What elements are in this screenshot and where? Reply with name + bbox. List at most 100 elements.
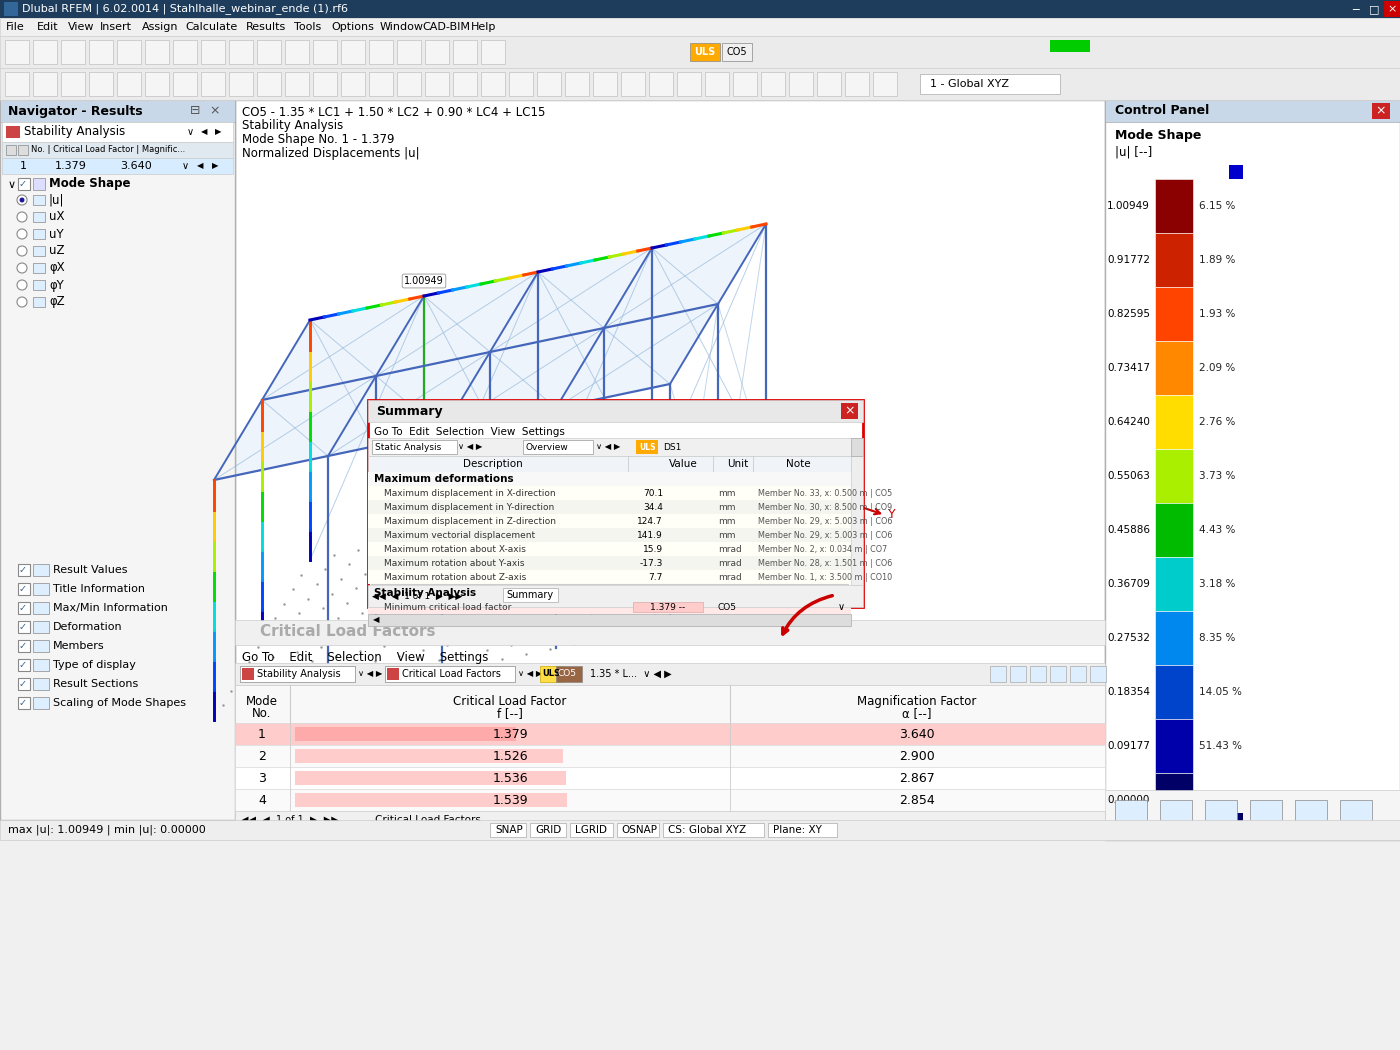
Bar bbox=[664, 823, 764, 837]
Text: Note: Note bbox=[785, 459, 811, 469]
Bar bbox=[1155, 773, 1193, 827]
Text: 1.379: 1.379 bbox=[493, 728, 528, 740]
Text: Stability Analysis: Stability Analysis bbox=[258, 669, 340, 679]
Text: LGRID: LGRID bbox=[575, 825, 608, 835]
Text: mrad: mrad bbox=[718, 559, 742, 567]
Text: 15.9: 15.9 bbox=[643, 545, 664, 553]
Bar bbox=[34, 262, 45, 273]
Bar bbox=[370, 72, 393, 96]
Text: File: File bbox=[6, 22, 25, 32]
Text: Go To  Edit  Selection  View  Settings: Go To Edit Selection View Settings bbox=[374, 427, 564, 437]
Bar bbox=[1155, 395, 1193, 449]
Text: 3.640: 3.640 bbox=[899, 728, 935, 740]
Bar bbox=[650, 72, 673, 96]
Text: -17.3: -17.3 bbox=[640, 559, 664, 567]
Text: ∨: ∨ bbox=[182, 161, 189, 171]
Text: Unit: Unit bbox=[728, 459, 749, 469]
Text: 1.539: 1.539 bbox=[493, 794, 528, 806]
Text: 1.35 * L...  ∨ ◀ ▶: 1.35 * L... ∨ ◀ ▶ bbox=[589, 669, 672, 679]
Bar bbox=[1155, 449, 1193, 503]
Circle shape bbox=[20, 197, 25, 203]
Bar bbox=[385, 666, 515, 683]
Bar bbox=[368, 542, 851, 557]
Bar bbox=[235, 663, 1105, 685]
Bar bbox=[990, 666, 1007, 683]
Circle shape bbox=[17, 246, 27, 256]
Text: ◀: ◀ bbox=[197, 162, 203, 170]
Text: Critical Load Factors: Critical Load Factors bbox=[260, 625, 435, 639]
Polygon shape bbox=[262, 296, 424, 400]
Bar bbox=[18, 602, 29, 614]
Text: 1.526: 1.526 bbox=[493, 750, 528, 762]
Text: 7.7: 7.7 bbox=[648, 572, 664, 582]
Bar bbox=[34, 297, 45, 307]
Bar bbox=[342, 40, 365, 64]
Text: Dlubal RFEM | 6.02.0014 | Stahlhalle_webinar_ende (1).rf6: Dlubal RFEM | 6.02.0014 | Stahlhalle_web… bbox=[22, 3, 349, 15]
Text: No. | Critical Load Factor | Magnific...: No. | Critical Load Factor | Magnific... bbox=[31, 146, 185, 154]
Text: ✓: ✓ bbox=[20, 622, 27, 632]
Text: uZ: uZ bbox=[49, 245, 64, 257]
Bar bbox=[18, 145, 28, 155]
Text: Member No. 29, x: 5.003 m | CO6: Member No. 29, x: 5.003 m | CO6 bbox=[757, 517, 892, 525]
Bar bbox=[0, 100, 235, 820]
Text: 70.1: 70.1 bbox=[643, 488, 664, 498]
Bar bbox=[18, 678, 29, 690]
Text: Deformation: Deformation bbox=[53, 622, 123, 632]
Text: 1.89 %: 1.89 % bbox=[1198, 255, 1235, 265]
Text: Normalized Displacements |u|: Normalized Displacements |u| bbox=[242, 147, 420, 161]
Bar bbox=[6, 126, 20, 138]
Bar bbox=[1091, 666, 1106, 683]
Bar bbox=[146, 40, 169, 64]
Bar bbox=[34, 640, 49, 652]
Text: Maximum displacement in X-direction: Maximum displacement in X-direction bbox=[384, 488, 556, 498]
Text: 2.854: 2.854 bbox=[899, 794, 935, 806]
Text: Stability Analysis: Stability Analysis bbox=[24, 126, 125, 139]
Text: Member No. 1, x: 3.500 m | CO10: Member No. 1, x: 3.500 m | CO10 bbox=[757, 572, 892, 582]
Text: 1.93 %: 1.93 % bbox=[1198, 309, 1235, 319]
Bar bbox=[851, 456, 862, 585]
Bar bbox=[398, 40, 421, 64]
Bar bbox=[368, 472, 851, 486]
Bar bbox=[368, 556, 851, 570]
Text: mm: mm bbox=[718, 488, 735, 498]
Text: Window: Window bbox=[379, 22, 424, 32]
Text: CS: Global XYZ: CS: Global XYZ bbox=[668, 825, 746, 835]
Bar bbox=[454, 72, 477, 96]
Bar bbox=[531, 823, 566, 837]
Bar bbox=[34, 212, 45, 222]
Text: Value: Value bbox=[669, 459, 697, 469]
Text: Help: Help bbox=[470, 22, 497, 32]
Bar bbox=[18, 564, 29, 576]
Text: Maximum rotation about Y-axis: Maximum rotation about Y-axis bbox=[384, 559, 525, 567]
Text: ULS: ULS bbox=[694, 47, 715, 57]
Bar bbox=[0, 68, 1400, 100]
Bar bbox=[18, 697, 29, 709]
Bar bbox=[1340, 800, 1372, 828]
Bar bbox=[18, 583, 29, 595]
Bar bbox=[1295, 800, 1327, 828]
Text: Stability Analysis: Stability Analysis bbox=[242, 120, 343, 132]
Text: ✓: ✓ bbox=[20, 584, 27, 594]
Bar bbox=[62, 40, 85, 64]
Text: CAD-BIM: CAD-BIM bbox=[423, 22, 470, 32]
Bar bbox=[1105, 790, 1400, 840]
Text: 0.82595: 0.82595 bbox=[1107, 309, 1149, 319]
Text: Result Values: Result Values bbox=[53, 565, 127, 575]
Text: Overview: Overview bbox=[526, 442, 568, 452]
Text: 2.76 %: 2.76 % bbox=[1198, 417, 1235, 427]
Text: Magnification Factor: Magnification Factor bbox=[857, 695, 977, 708]
Text: Member No. 30, x: 8.500 m | CO9: Member No. 30, x: 8.500 m | CO9 bbox=[757, 503, 892, 511]
Text: Result Sections: Result Sections bbox=[53, 679, 139, 689]
Bar bbox=[34, 178, 45, 190]
Text: 0.00000: 0.00000 bbox=[1107, 795, 1149, 805]
Bar bbox=[762, 72, 785, 96]
Bar bbox=[18, 621, 29, 633]
Text: Type of display: Type of display bbox=[53, 660, 136, 670]
Bar bbox=[1105, 100, 1400, 840]
Text: mrad: mrad bbox=[718, 545, 742, 553]
Bar bbox=[503, 588, 559, 602]
Circle shape bbox=[17, 212, 27, 222]
Text: ULS: ULS bbox=[638, 442, 655, 452]
Bar bbox=[295, 771, 566, 785]
Text: 2.900: 2.900 bbox=[899, 750, 935, 762]
